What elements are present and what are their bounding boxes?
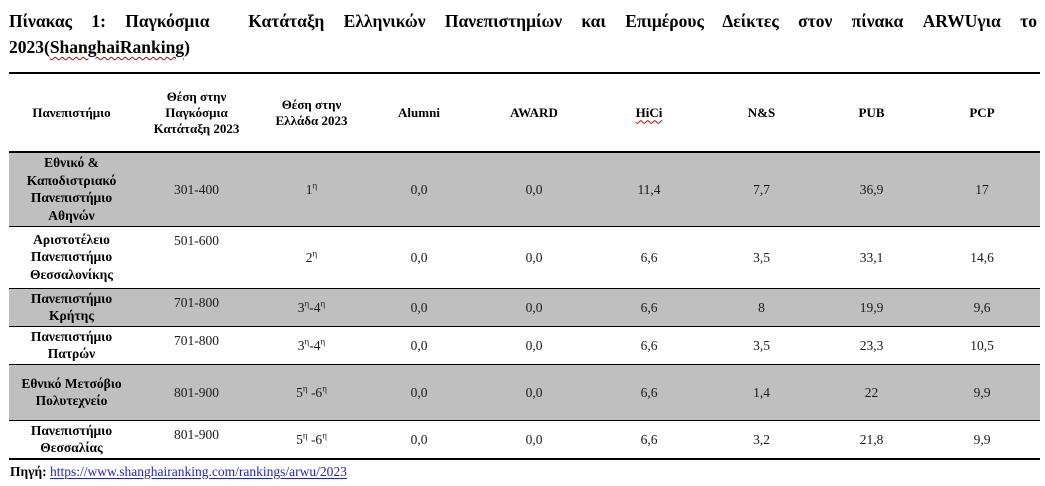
cell-alumni: 0,0 xyxy=(364,152,474,226)
caption-spellcheck-word: ShanghaiRanking xyxy=(49,37,185,57)
cell-greece-rank: 1η xyxy=(259,152,364,226)
cell-hici: 6,6 xyxy=(640,337,658,353)
cell-pub: 36,9 xyxy=(819,152,924,226)
caption-close-paren: ) xyxy=(184,37,190,57)
cell-alumni: 0,0 xyxy=(364,288,474,326)
cell-world-rank: 501-600 xyxy=(174,232,219,248)
cell-ns: 3,5 xyxy=(753,337,770,353)
cell-ns: 3,2 xyxy=(753,431,770,447)
cell-ns: 1,4 xyxy=(704,364,819,420)
cell-alumni: 0,0 xyxy=(364,364,474,420)
cell-university: Εθνικό Μετσόβιο Πολυτεχνείο xyxy=(9,364,134,420)
cell-award: 0,0 xyxy=(474,364,594,420)
hici-spellcheck: HiCi xyxy=(635,104,663,120)
cell-university: Αριστοτέλειο Πανεπιστήμιο Θεσσαλονίκης xyxy=(30,231,113,282)
table-row: Πανεπιστήμιο Κρήτης 701-800 3η-4η 0,0 0,… xyxy=(9,288,1040,326)
cell-ns: 3,5 xyxy=(753,249,770,265)
cell-greece-rank: 5η -6η xyxy=(259,364,364,420)
cell-greece-rank: 3η-4η xyxy=(297,336,326,353)
rankings-table: Πανεπιστήμιο Θέση στην Παγκόσμια Κατάταξ… xyxy=(9,72,1040,460)
column-header-university: Πανεπιστήμιο xyxy=(32,104,111,120)
cell-world-rank: 701-800 xyxy=(174,332,219,348)
column-header-alumni: Alumni xyxy=(398,104,440,120)
cell-hici: 11,4 xyxy=(594,152,704,226)
table-caption-line1: Πίνακας 1: Παγκόσμια Κατάταξη Ελληνικών … xyxy=(9,11,1037,31)
table-row: Πανεπιστήμιο Θεσσαλίας 801-900 5η -6η 0,… xyxy=(9,420,1040,459)
cell-greece-rank: 5η -6η xyxy=(296,430,327,447)
cell-university: Πανεπιστήμιο Κρήτης xyxy=(9,288,134,326)
cell-pub: 22 xyxy=(819,364,924,420)
column-header-greece-rank: Θέση στην Ελλάδα 2023 xyxy=(275,96,348,128)
table-row: Εθνικό & Καποδιστριακό Πανεπιστήμιο Αθην… xyxy=(9,152,1040,226)
cell-world-rank: 701-800 xyxy=(134,288,259,326)
cell-award: 0,0 xyxy=(474,288,594,326)
column-header-world-rank: Θέση στην Παγκόσμια Κατάταξη 2023 xyxy=(153,88,240,136)
cell-world-rank: 801-900 xyxy=(134,364,259,420)
cell-pcp: 10,5 xyxy=(970,337,994,353)
column-header-pcp: PCP xyxy=(969,104,995,120)
cell-pub: 33,1 xyxy=(859,249,884,265)
cell-pub: 19,9 xyxy=(819,288,924,326)
cell-world-rank: 801-900 xyxy=(174,426,219,442)
cell-hici: 6,6 xyxy=(594,288,704,326)
column-header-pub: PUB xyxy=(858,104,885,120)
cell-pcp: 17 xyxy=(924,152,1040,226)
cell-ns: 7,7 xyxy=(704,152,819,226)
cell-alumni: 0,0 xyxy=(410,337,428,353)
cell-award: 0,0 xyxy=(525,337,543,353)
cell-award: 0,0 xyxy=(474,152,594,226)
cell-pcp: 9,6 xyxy=(924,288,1040,326)
cell-alumni: 0,0 xyxy=(410,249,428,265)
source-label: Πηγή: xyxy=(10,463,47,479)
column-header-ns: N&S xyxy=(747,104,776,120)
table-row: Πανεπιστήμιο Πατρών 701-800 3η-4η 0,0 0,… xyxy=(9,326,1040,364)
cell-pub: 21,8 xyxy=(859,431,884,447)
cell-ns: 8 xyxy=(704,288,819,326)
table-row: Αριστοτέλειο Πανεπιστήμιο Θεσσαλονίκης 5… xyxy=(9,226,1040,288)
column-header-hici: HiCi xyxy=(594,73,704,152)
header-row: Πανεπιστήμιο Θέση στην Παγκόσμια Κατάταξ… xyxy=(9,73,1040,152)
caption-year: 2023( xyxy=(9,37,50,57)
cell-pub: 23,3 xyxy=(859,337,884,353)
cell-world-rank: 301-400 xyxy=(134,152,259,226)
table-caption-line2: 2023(ShanghaiRanking) xyxy=(9,34,1037,60)
cell-hici: 6,6 xyxy=(640,249,658,265)
cell-greece-rank: 2η xyxy=(305,248,318,265)
column-header-award: AWARD xyxy=(510,104,558,120)
cell-pcp: 9,9 xyxy=(973,431,991,447)
source-link[interactable]: https://www.shanghairanking.com/rankings… xyxy=(50,463,347,479)
table-caption: Πίνακας 1: Παγκόσμια Κατάταξη Ελληνικών … xyxy=(9,8,1037,60)
cell-university: Πανεπιστήμιο Πατρών xyxy=(30,328,113,362)
table-row: Εθνικό Μετσόβιο Πολυτεχνείο 801-900 5η -… xyxy=(9,364,1040,420)
cell-pcp: 14,6 xyxy=(970,249,994,265)
cell-university: Εθνικό & Καποδιστριακό Πανεπιστήμιο Αθην… xyxy=(9,152,134,226)
cell-hici: 6,6 xyxy=(640,431,658,447)
cell-hici: 6,6 xyxy=(594,364,704,420)
source-line: Πηγή: https://www.shanghairanking.com/ra… xyxy=(10,463,1037,481)
cell-pcp: 9,9 xyxy=(924,364,1040,420)
cell-award: 0,0 xyxy=(525,431,543,447)
cell-award: 0,0 xyxy=(525,249,543,265)
cell-alumni: 0,0 xyxy=(410,431,428,447)
cell-greece-rank: 3η-4η xyxy=(259,288,364,326)
cell-university: Πανεπιστήμιο Θεσσαλίας xyxy=(30,422,113,456)
